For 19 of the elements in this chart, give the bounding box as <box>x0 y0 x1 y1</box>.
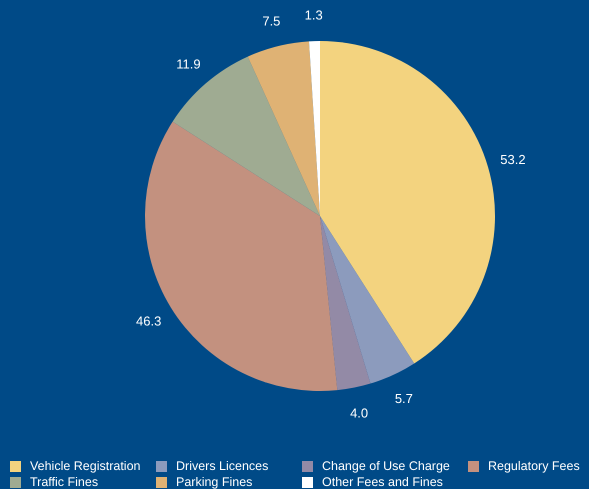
legend-label: Vehicle Registration <box>30 459 140 473</box>
legend-label: Change of Use Charge <box>322 459 450 473</box>
pie-slice <box>320 216 414 384</box>
legend-label: Traffic Fines <box>30 475 98 489</box>
data-label: 11.9 <box>176 56 201 72</box>
data-label: 5.7 <box>394 391 413 406</box>
pie-slice <box>320 216 370 390</box>
data-label: 1.3 <box>304 8 323 23</box>
pie-slice <box>320 41 495 364</box>
data-label: 46.3 <box>136 314 162 329</box>
pie-slice <box>172 56 320 216</box>
data-label: 53.2 <box>500 152 526 168</box>
legend-label: Parking Fines <box>176 475 252 489</box>
data-label: 7.5 <box>262 13 280 28</box>
legend-label: Drivers Licences <box>176 459 268 473</box>
pie-slice <box>248 41 320 216</box>
legend-label: Other Fees and Fines <box>322 475 443 489</box>
data-label: 4.0 <box>350 406 368 421</box>
legend-label: Regulatory Fees <box>488 459 580 473</box>
